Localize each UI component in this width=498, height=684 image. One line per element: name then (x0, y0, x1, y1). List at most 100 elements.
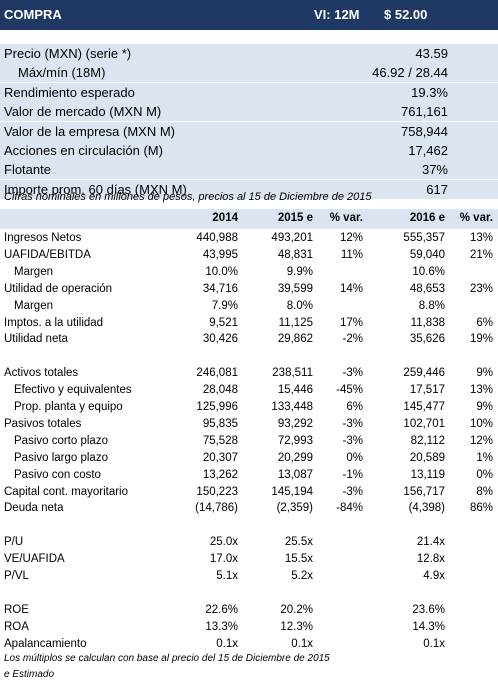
summary-label: Valor de la empresa (MXN M) (4, 123, 175, 139)
row-value: 28,048 (202, 384, 238, 397)
summary-label: Acciones en circulación (M) (4, 143, 163, 158)
row-value: 25.0x (209, 536, 238, 549)
row-value: 93,292 (277, 417, 313, 430)
row-label: UAFIDA/EBITDA (4, 248, 91, 261)
row-label: Activos totales (4, 367, 79, 380)
row-label: Utilidad de operación (4, 282, 113, 295)
table-header: 2014 2015 e % var. 2016 e % var. (0, 209, 498, 229)
row-value: 11% (340, 248, 363, 261)
row-value: -84% (336, 502, 363, 515)
summary-value: 37% (421, 162, 448, 178)
col-2015e: 2015 e (277, 212, 313, 224)
table-row: Utilidad neta 30,426 29,862 -2% 35,626 19% (0, 330, 498, 348)
table-row: Margen 7.9% 8.0% 8.8% (0, 296, 498, 314)
row-value: 13,262 (202, 468, 238, 481)
table-row: Margen 10.0% 9.9% 10.6% (0, 262, 498, 280)
table-row (0, 583, 498, 601)
table-row: Pasivos totales 95,835 93,292 -3% 102,701 10% (0, 414, 498, 432)
table-row: P/U 25.0x 25.5x 21.4x (0, 533, 498, 551)
summary-value: 17,462 (408, 143, 448, 158)
summary-row: Precio (MXN) (serie *) 43.59 (0, 44, 498, 63)
summary-row: Acciones en circulación (M) 17,462 (0, 141, 498, 160)
row-value: 17% (339, 316, 363, 329)
row-value: (2,359) (276, 502, 313, 515)
row-value: 20,299 (277, 451, 313, 464)
row-label: Deuda neta (4, 502, 64, 515)
table-row (0, 347, 498, 365)
row-value: 125,996 (196, 401, 238, 413)
row-value: 156,717 (403, 485, 445, 498)
row-label: Margen (14, 265, 53, 278)
table-row: Pasivo corto plazo 75,528 72,993 -3% 82,112 1… (0, 431, 498, 449)
row-value: -45% (336, 384, 363, 397)
row-value: 12.3% (280, 620, 313, 633)
table-row: Prop. planta y equipo 125,996 133,448 6% 145… (0, 398, 498, 415)
row-value: 34,716 (202, 282, 238, 295)
row-value: 133,448 (271, 401, 313, 413)
row-value: 14% (339, 282, 363, 295)
row-value: 7.9% (211, 299, 238, 312)
row-value: 13.3% (205, 620, 238, 633)
row-value: 95,835 (202, 417, 238, 430)
summary-label: Valor de mercado (MXN M) (4, 104, 162, 120)
footnote-multiples: Los múltiplos se calculan con base al pr… (4, 653, 330, 664)
target-price: $ 52.00 (384, 7, 428, 22)
table-row: ROE 22.6% 20.2% 23.6% (0, 600, 498, 618)
row-value: 17,517 (409, 384, 445, 397)
row-value: 15,446 (277, 384, 313, 397)
row-value: 35,626 (409, 333, 445, 346)
row-value: -3% (342, 367, 363, 380)
row-value: 11,838 (410, 316, 445, 329)
row-label: Pasivo largo plazo (14, 451, 108, 464)
row-value: 0% (346, 451, 363, 464)
col-2014: 2014 (212, 212, 238, 224)
row-value: 1% (476, 451, 493, 464)
row-value: 13,087 (277, 468, 313, 481)
row-label: Margen (14, 299, 53, 312)
col-2016e: 2016 e (409, 212, 445, 224)
row-value: 8% (476, 485, 493, 498)
row-value: 555,357 (403, 232, 445, 244)
table-row: Ingresos Netos 440,988 493,201 12% 555,357 13… (0, 229, 498, 246)
row-value: 12% (339, 232, 363, 244)
summary-row: Importe prom. 60 días (MXN M) 617 (0, 179, 498, 199)
row-value: 145,477 (403, 401, 445, 413)
row-value: 13% (469, 232, 493, 244)
row-value: 0.1x (291, 637, 313, 650)
row-label: Utilidad neta (4, 333, 68, 346)
row-value: 21.4x (416, 536, 445, 549)
row-value: -1% (342, 468, 363, 481)
summary-row: Valor de mercado (MXN M) 761,161 (0, 102, 498, 122)
row-value: 10.0% (205, 265, 238, 278)
row-value: 150,223 (196, 485, 238, 498)
row-value: (14,786) (195, 502, 238, 515)
summary-label: Máx/mín (18M) (18, 65, 106, 81)
row-value: 0.1x (423, 637, 445, 650)
table-row: Activos totales 246,081 238,511 -3% 259,446 9… (0, 364, 498, 382)
row-value: 9% (476, 401, 493, 413)
table-row: Apalancamiento 0.1x 0.1x 0.1x (0, 634, 498, 652)
row-value: 22.6% (205, 603, 238, 616)
row-label: Pasivos totales (4, 417, 82, 430)
row-value: 6% (346, 401, 363, 413)
row-value: 15.5x (284, 553, 313, 566)
row-value: 12% (469, 434, 493, 447)
row-label: ROA (4, 620, 29, 633)
row-value: 13,119 (410, 468, 445, 481)
row-value: 238,511 (272, 367, 313, 380)
header-bar: COMPRA VI: 12M $ 52.00 (0, 0, 498, 30)
row-value: 11,125 (278, 316, 313, 329)
target-horizon-label: VI: 12M (314, 7, 360, 22)
row-value: 43,995 (202, 248, 238, 261)
row-value: 72,993 (277, 434, 313, 447)
row-value: 8.8% (418, 299, 445, 312)
row-label: VE/UAFIDA (4, 553, 65, 566)
row-value: 4.9x (423, 570, 445, 582)
col-var-2015: % var. (329, 212, 363, 224)
row-label: P/VL (4, 570, 29, 582)
row-value: 20.2% (280, 603, 313, 616)
row-value: 440,988 (196, 232, 238, 244)
table-row (0, 516, 498, 534)
summary-value: 43.59 (415, 46, 448, 61)
spacer (0, 30, 498, 44)
